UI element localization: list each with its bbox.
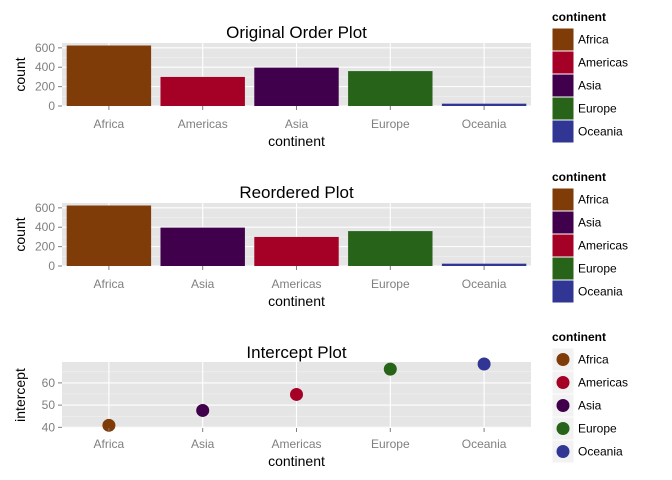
bar-europe — [348, 231, 433, 266]
bar-africa — [66, 205, 152, 266]
legend-key-americas — [551, 233, 575, 258]
legend: continent Africa Americas Asia Europe Oceania — [551, 10, 628, 144]
x-tick-label: Asia — [191, 277, 215, 291]
point-europe — [383, 362, 397, 376]
x-tick-label: Asia — [191, 437, 215, 451]
legend-label: Europe — [578, 102, 617, 116]
legend-label: Americas — [578, 239, 628, 253]
y-axis-title: intercept — [12, 368, 28, 422]
y-tick-label: 600 — [35, 41, 55, 55]
legend-title: continent — [552, 330, 606, 344]
y-tick-label: 400 — [35, 220, 55, 234]
legend-label: Asia — [578, 216, 602, 230]
legend-key-europe — [551, 256, 575, 281]
y-tick-label: 60 — [42, 376, 56, 390]
bar-europe — [348, 71, 433, 106]
legend-title: continent — [552, 10, 606, 24]
legend-label: Europe — [578, 422, 617, 436]
x-axis-title: continent — [268, 453, 325, 469]
x-tick-label: Oceania — [462, 117, 507, 131]
y-tick-label: 0 — [48, 99, 55, 113]
legend-label: Oceania — [578, 125, 623, 139]
legend-label: Africa — [578, 193, 609, 207]
bar-asia — [254, 67, 339, 106]
x-tick-label: Europe — [371, 277, 410, 291]
legend: continent Africa Americas Asia Europe Oceania — [551, 330, 628, 464]
bar-americas — [254, 236, 339, 266]
chart-title: Original Order Plot — [226, 23, 367, 42]
y-tick-label: 50 — [42, 398, 56, 412]
point-asia — [196, 403, 210, 417]
legend-title: continent — [552, 170, 606, 184]
chart-panel-3: 40 50 60 Africa Asia Americas Europe Oceania Int… — [12, 330, 628, 469]
y-tick-label: 200 — [35, 80, 55, 94]
x-tick-label: Americas — [271, 437, 321, 451]
legend-key-europe — [556, 422, 570, 435]
legend-key-asia — [556, 399, 570, 412]
chart-panel-1: 0 200 400 600 Africa Americas Asia Europe Oceani… — [12, 10, 628, 149]
x-tick-label: Oceania — [462, 277, 507, 291]
legend-label: Americas — [578, 56, 628, 70]
legend-key-oceania — [556, 445, 570, 458]
legend-label: Europe — [578, 262, 617, 276]
legend-key-africa — [556, 353, 570, 366]
point-oceania — [477, 357, 491, 371]
y-axis-title: count — [12, 57, 28, 91]
chart-panel-2: 0 200 400 600 Africa Asia Americas Europe Oceani… — [12, 170, 628, 309]
legend-key-americas — [556, 376, 570, 389]
legend-label: Americas — [578, 376, 628, 390]
bar-americas — [160, 76, 245, 106]
x-axis-title: continent — [268, 293, 325, 309]
legend-label: Oceania — [578, 445, 623, 459]
chart-title: Reordered Plot — [239, 183, 354, 202]
y-axis-title: count — [12, 217, 28, 251]
legend-key-asia — [551, 73, 575, 98]
legend: continent Africa Asia Americas Europe Oceania — [551, 170, 628, 304]
y-tick-label: 40 — [42, 420, 56, 434]
legend-key-asia — [551, 210, 575, 235]
legend-key-oceania — [551, 279, 575, 304]
x-tick-label: Americas — [271, 277, 321, 291]
x-tick-label: Americas — [178, 117, 228, 131]
legend-label: Africa — [578, 353, 609, 367]
y-tick-label: 600 — [35, 201, 55, 215]
y-tick-label: 400 — [35, 60, 55, 74]
point-africa — [102, 418, 116, 432]
bar-asia — [160, 227, 245, 266]
x-tick-label: Europe — [371, 117, 410, 131]
bar-oceania — [441, 103, 527, 106]
legend-key-africa — [551, 27, 575, 52]
chart-title: Intercept Plot — [246, 343, 346, 362]
legend-label: Asia — [578, 399, 602, 413]
legend-label: Oceania — [578, 285, 623, 299]
y-tick-label: 0 — [48, 259, 55, 273]
legend-key-oceania — [551, 119, 575, 144]
y-tick-label: 200 — [35, 240, 55, 254]
point-americas — [290, 387, 303, 401]
x-tick-label: Asia — [285, 117, 309, 131]
legend-label: Asia — [578, 79, 602, 93]
x-tick-label: Oceania — [462, 437, 507, 451]
x-tick-label: Europe — [371, 437, 410, 451]
bar-oceania — [441, 263, 527, 266]
x-tick-label: Africa — [94, 117, 125, 131]
x-tick-label: Africa — [94, 277, 125, 291]
bar-africa — [66, 45, 152, 106]
legend-label: Africa — [578, 33, 609, 47]
legend-key-europe — [551, 96, 575, 121]
legend-key-africa — [551, 187, 575, 212]
x-tick-label: Africa — [94, 437, 125, 451]
x-axis-title: continent — [268, 133, 325, 149]
legend-key-americas — [551, 50, 575, 75]
